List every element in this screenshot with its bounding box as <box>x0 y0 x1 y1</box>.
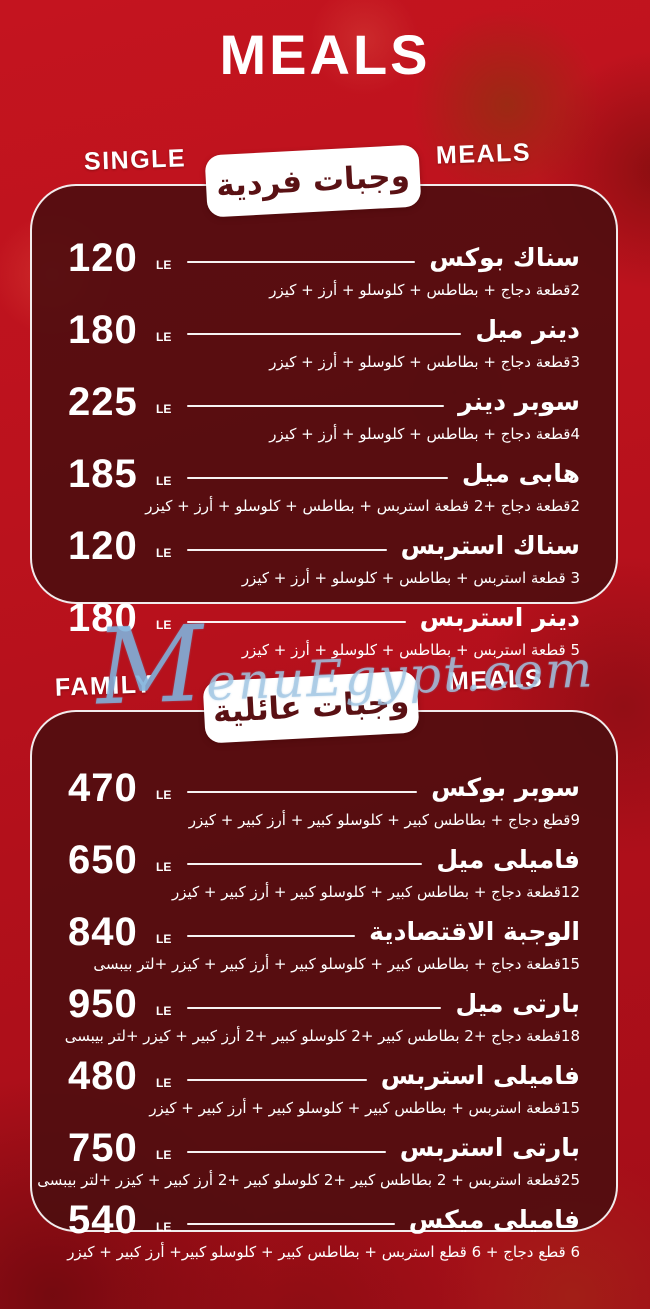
page-title: MEALS <box>219 23 431 86</box>
item-name: سوبر بوكس <box>431 772 580 802</box>
currency-label: LE <box>156 788 172 802</box>
price: 470 <box>68 766 138 810</box>
section-family-right-label: MEALS <box>447 664 544 696</box>
price: 120 <box>68 524 138 568</box>
price-leader-line <box>187 791 418 793</box>
item-description: 5 قطعة استربس + بطاطس + كلوسلو + أرز + ك… <box>241 641 580 659</box>
menu-item-dinner-strips: 180 LE دينر استربس 5 قطعة استربس + بطاطس… <box>68 598 580 659</box>
menu-item-dinner-meal: 180 LE دينر ميل 3قطعة دجاج + بطاطس + كلو… <box>68 310 580 371</box>
item-description: 18قطعة دجاج +2 بطاطس كبير +2 كلوسلو كبير… <box>64 1027 580 1045</box>
price: 540 <box>68 1198 138 1242</box>
currency-label: LE <box>156 1004 172 1018</box>
menu-item-super-dinner: 225 LE سوبر دينر 4قطعة دجاج + بطاطس + كل… <box>68 382 580 443</box>
price-leader-line <box>187 261 416 263</box>
price: 185 <box>68 452 138 496</box>
price-leader-line <box>187 333 462 335</box>
price: 180 <box>68 308 138 352</box>
price: 120 <box>68 236 138 280</box>
item-name: سوبر دينر <box>458 386 580 416</box>
price-leader-line <box>187 1079 367 1081</box>
item-name: دينر ميل <box>475 314 580 344</box>
price: 180 <box>68 596 138 640</box>
price: 650 <box>68 838 138 882</box>
currency-label: LE <box>156 618 172 632</box>
price: 480 <box>68 1054 138 1098</box>
currency-label: LE <box>156 258 172 272</box>
price-leader-line <box>187 621 406 623</box>
price-leader-line <box>187 1007 442 1009</box>
item-name: بارتى ميل <box>455 988 580 1018</box>
currency-label: LE <box>156 1220 172 1234</box>
menu-item-snack-box: 120 LE سناك بوكس 2قطعة دجاج + بطاطس + كل… <box>68 238 580 299</box>
currency-label: LE <box>156 474 172 488</box>
item-description: 15قطعة دجاج + بطاطس كبير + كلوسلو كبير +… <box>93 955 580 973</box>
menu-item-party-strips: 750 LE بارتى استربس 25قطعة استربس + 2 بط… <box>37 1126 580 1189</box>
item-name: فاميلى ميكس <box>408 1204 580 1234</box>
currency-label: LE <box>156 402 172 416</box>
section-family-badge-text: وجبات عائلية <box>211 683 411 731</box>
menu-item-family-mix: 540 LE فاميلى ميكس 6 قطع دجاج + 6 قطع اس… <box>67 1198 580 1261</box>
price: 225 <box>68 380 138 424</box>
menu-item-happy-meal: 185 LE هابى ميل 2قطعة دجاج +2 قطعة استرب… <box>68 454 580 515</box>
currency-label: LE <box>156 860 172 874</box>
item-name: الوجبة الاقتصادية <box>369 916 580 946</box>
item-description: 12قطعة دجاج + بطاطس كبير + كلوسلو كبير +… <box>171 883 580 901</box>
price-leader-line <box>187 1223 395 1225</box>
price-leader-line <box>187 935 356 937</box>
item-description: 3 قطعة استربس + بطاطس + كلوسلو + أرز + ك… <box>241 569 580 587</box>
price: 950 <box>68 982 138 1026</box>
price-leader-line <box>187 863 423 865</box>
item-description: 6 قطع دجاج + 6 قطع استربس + بطاطس كبير +… <box>67 1243 580 1261</box>
item-name: دينر استربس <box>419 602 580 632</box>
menu-item-super-box: 470 LE سوبر بوكس 9قطع دجاج + بطاطس كبير … <box>68 768 580 829</box>
currency-label: LE <box>156 1076 172 1090</box>
single-meals-panel: 120 LE سناك بوكس 2قطعة دجاج + بطاطس + كل… <box>30 184 618 659</box>
section-family-left-label: FAMILY <box>54 670 154 702</box>
price-leader-line <box>187 1151 386 1153</box>
item-name: فاميلى ميل <box>436 844 580 874</box>
item-description: 25قطعة استربس + 2 بطاطس كبير +2 كلوسلو ك… <box>37 1171 580 1189</box>
item-name: سناك استربس <box>400 530 580 560</box>
menu-item-economy-meal: 840 LE الوجبة الاقتصادية 15قطعة دجاج + ب… <box>68 912 580 973</box>
section-single-badge: وجبات فردية <box>204 144 422 218</box>
section-single-badge-text: وجبات فردية <box>215 157 411 205</box>
menu-item-party-meal: 950 LE بارتى ميل 18قطعة دجاج +2 بطاطس كب… <box>64 982 580 1045</box>
section-family-badge: وجبات عائلية <box>202 670 420 744</box>
currency-label: LE <box>156 932 172 946</box>
family-meals-panel: 470 LE سوبر بوكس 9قطع دجاج + بطاطس كبير … <box>30 710 618 1261</box>
item-name: هابى ميل <box>461 458 580 488</box>
item-description: 4قطعة دجاج + بطاطس + كلوسلو + أرز + كيزر <box>269 425 580 443</box>
item-description: 3قطعة دجاج + بطاطس + كلوسلو + أرز + كيزر <box>269 353 580 371</box>
currency-label: LE <box>156 1148 172 1162</box>
price-leader-line <box>187 405 445 407</box>
currency-label: LE <box>156 330 172 344</box>
price: 840 <box>68 910 138 954</box>
item-description: 15قطعة استربس + بطاطس كبير + كلوسلو كبير… <box>149 1099 580 1117</box>
currency-label: LE <box>156 546 172 560</box>
item-description: 2قطعة دجاج +2 قطعة استربس + بطاطس + كلوس… <box>145 497 580 515</box>
price-leader-line <box>187 477 448 479</box>
item-name: بارتى استربس <box>399 1132 580 1162</box>
item-description: 9قطع دجاج + بطاطس كبير + كلوسلو كبير + أ… <box>188 811 580 829</box>
section-single-right-label: MEALS <box>435 138 532 170</box>
item-name: فاميلى استربس <box>380 1060 580 1090</box>
item-description: 2قطعة دجاج + بطاطس + كلوسلو + أرز + كيزر <box>269 281 580 299</box>
section-single-left-label: SINGLE <box>83 144 187 176</box>
item-name: سناك بوكس <box>429 242 580 272</box>
menu-item-snack-strips: 120 LE سناك استربس 3 قطعة استربس + بطاطس… <box>68 526 580 587</box>
menu-item-family-strips: 480 LE فاميلى استربس 15قطعة استربس + بطا… <box>68 1056 580 1117</box>
price: 750 <box>68 1126 138 1170</box>
menu-item-family-meal: 650 LE فاميلى ميل 12قطعة دجاج + بطاطس كب… <box>68 840 580 901</box>
price-leader-line <box>187 549 387 551</box>
